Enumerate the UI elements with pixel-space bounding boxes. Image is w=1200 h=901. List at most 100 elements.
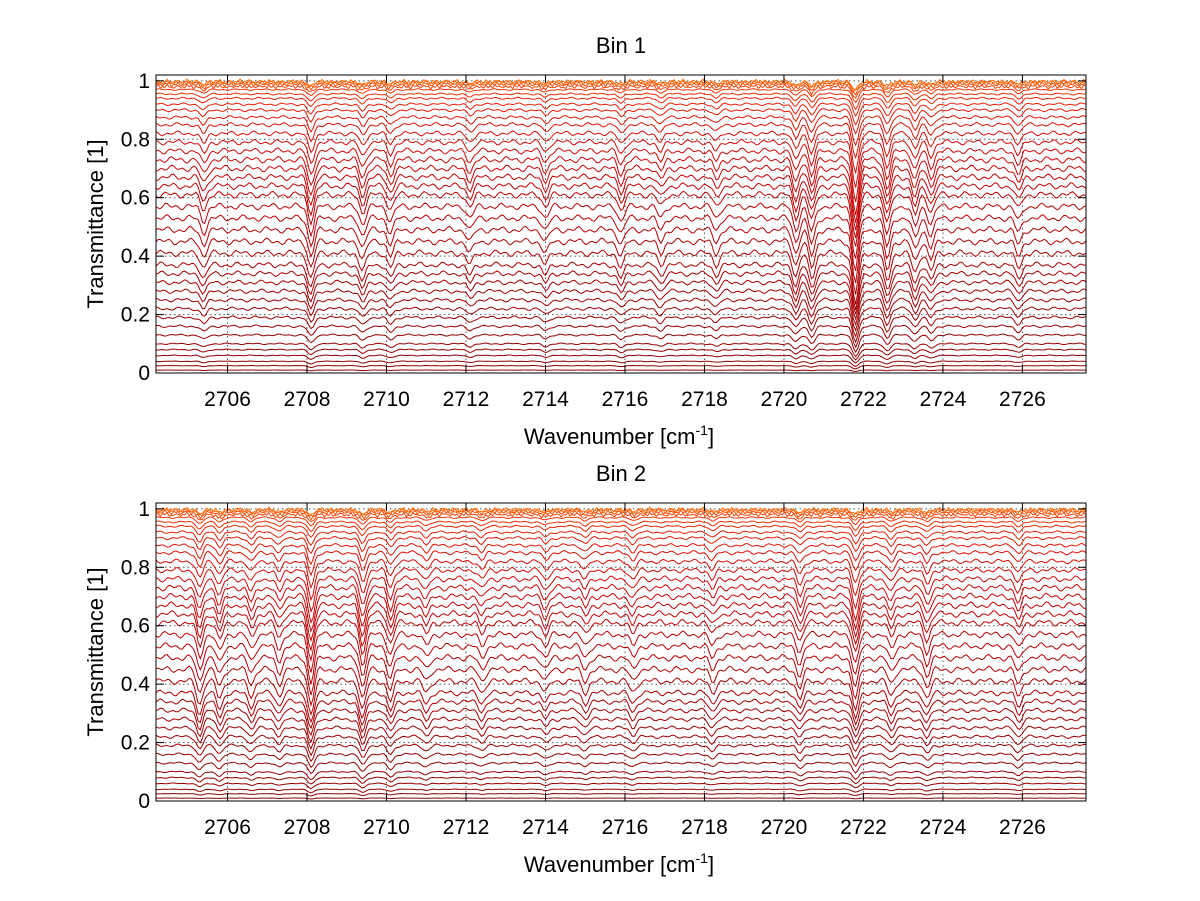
spectrum-line-40 <box>155 506 1087 515</box>
x-tick-label: 2720 <box>761 388 808 411</box>
y-tick-label: 0.6 <box>121 615 150 638</box>
y-tick-label: 1 <box>138 70 150 93</box>
x-tick-label: 2726 <box>999 388 1046 411</box>
spectrum-line-7 <box>155 770 1087 781</box>
spectrum-line-15 <box>155 698 1087 730</box>
plot-frame-bin-2 <box>155 502 1087 802</box>
spectrum-line-20 <box>155 214 1087 271</box>
x-tick-label: 2716 <box>602 388 649 411</box>
spectrum-line-40 <box>155 78 1087 90</box>
spectrum-line-24 <box>155 601 1087 642</box>
x-axis-label-bin-1: Wavenumber [cm-1] <box>524 422 714 449</box>
spectrum-line-13 <box>155 716 1087 744</box>
y-tick-label: 0.6 <box>121 187 150 210</box>
spectrum-line-9 <box>155 324 1087 349</box>
x-tick-label: 2708 <box>284 816 331 839</box>
spectrum-line-21 <box>155 202 1087 259</box>
y-tick-label: 0.8 <box>121 128 150 151</box>
spectrum-line-10 <box>156 315 1087 344</box>
x-tick-label: 2716 <box>602 816 649 839</box>
y-tick-label: 0 <box>138 362 150 385</box>
spectrum-line-36 <box>155 516 1087 527</box>
spectrum-line-11 <box>155 734 1087 757</box>
y-tick-label: 0.8 <box>121 556 150 579</box>
spectrum-line-18 <box>155 665 1087 707</box>
x-tick-label: 2712 <box>443 816 490 839</box>
y-tick-label: 1 <box>138 498 150 521</box>
spectrum-line-4 <box>155 360 1087 367</box>
x-axis-label-bin-2: Wavenumber [cm-1] <box>524 850 714 877</box>
spectrum-line-4 <box>155 788 1087 794</box>
x-axis-label-text: Wavenumber [cm <box>524 852 696 877</box>
spectrum-line-19 <box>155 225 1087 284</box>
spectrum-line-15 <box>155 270 1087 315</box>
spectrum-line-14 <box>155 279 1087 321</box>
spectrum-line-18 <box>155 237 1087 295</box>
spectrum-line-35 <box>155 520 1087 533</box>
spectrum-line-30 <box>155 549 1087 577</box>
chart-title-bin-1: Bin 1 <box>596 33 646 58</box>
panel-bin-1: 2706 2708 2710 2712 2714 2716 2718 2720 2722 2724… <box>83 33 1087 449</box>
ticks-bin-1: 2706 2708 2710 2712 2714 2716 2718 2720 2722 2724… <box>121 70 1086 411</box>
spectrum-line-10 <box>155 743 1087 763</box>
spectrum-line-29 <box>155 130 1087 175</box>
spectrum-line-26 <box>155 155 1087 216</box>
spectrum-line-5 <box>156 782 1087 790</box>
x-axis-label-end: ] <box>708 424 714 449</box>
x-axis-label-text: Wavenumber [cm <box>524 424 696 449</box>
y-tick-label: 0.4 <box>121 673 151 696</box>
y-tick-label: 0 <box>138 790 150 813</box>
x-tick-label: 2720 <box>761 816 808 839</box>
spectrum-line-28 <box>155 566 1087 602</box>
spectrum-line-9 <box>155 752 1087 769</box>
x-tick-label: 2714 <box>522 816 569 839</box>
y-tick-label: 0.4 <box>121 245 151 268</box>
spectrum-line-12 <box>155 297 1087 332</box>
ticks-bin-2: 2706 2708 2710 2712 2714 2716 2718 2720 2722 2724… <box>121 498 1086 839</box>
spectrum-line-14 <box>155 707 1087 737</box>
x-tick-label: 2710 <box>363 388 410 411</box>
spectrum-line-17 <box>155 677 1087 717</box>
spectrum-line-19 <box>155 653 1087 696</box>
plot-frame-bin-1 <box>155 74 1087 374</box>
x-axis-label-end: ] <box>708 852 714 877</box>
spectrum-line-3 <box>155 364 1086 370</box>
x-tick-label: 2712 <box>443 388 490 411</box>
panel-bin-2: 2706 2708 2710 2712 2714 2716 2718 2720 2722 2724… <box>83 461 1087 877</box>
spectrum-line-7 <box>155 342 1087 358</box>
spectrum-line-2 <box>156 369 1086 372</box>
spectrum-line-27 <box>155 147 1087 203</box>
spectrum-line-34 <box>155 524 1087 538</box>
spectrum-line-8 <box>155 761 1087 775</box>
spectrum-line-30 <box>155 121 1087 160</box>
spectrum-line-29 <box>155 558 1087 590</box>
spectrum-line-16 <box>155 261 1087 311</box>
x-tick-label: 2718 <box>681 388 728 411</box>
x-tick-label: 2714 <box>522 388 569 411</box>
x-axis-label-superscript: -1 <box>696 422 709 438</box>
spectrum-line-17 <box>155 249 1087 305</box>
spectrum-line-36 <box>155 88 1087 104</box>
spectrum-line-33 <box>155 530 1087 546</box>
x-tick-label: 2706 <box>204 388 251 411</box>
spectrum-line-37 <box>155 83 1087 99</box>
spectrum-line-12 <box>155 725 1087 751</box>
spectrum-line-31 <box>155 542 1087 566</box>
spectrum-line-3 <box>155 792 1087 797</box>
chart-title-bin-2: Bin 2 <box>596 461 646 486</box>
spectrum-line-6 <box>155 348 1087 361</box>
x-tick-label: 2710 <box>363 816 410 839</box>
x-tick-label: 2718 <box>681 816 728 839</box>
spectrum-line-31 <box>155 114 1087 147</box>
x-tick-label: 2726 <box>999 816 1046 839</box>
spectrum-line-20 <box>155 642 1086 685</box>
x-tick-label: 2724 <box>920 816 967 839</box>
spectrum-line-13 <box>155 288 1087 327</box>
y-axis-label-bin-1: Transmittance [1] <box>83 139 108 308</box>
y-axis-label-bin-2: Transmittance [1] <box>83 567 108 736</box>
spectrum-line-16 <box>155 689 1087 724</box>
spectrum-line-34 <box>155 96 1087 117</box>
x-tick-label: 2722 <box>840 388 887 411</box>
spectrum-line-33 <box>155 102 1087 126</box>
